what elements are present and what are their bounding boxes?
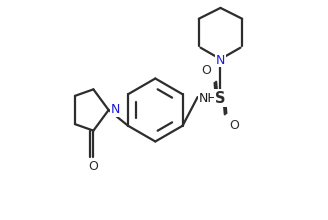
Text: O: O (201, 64, 211, 77)
Text: O: O (89, 160, 98, 173)
Text: NH: NH (199, 92, 217, 104)
Text: O: O (230, 119, 239, 132)
Text: S: S (215, 91, 226, 106)
Text: N: N (216, 53, 225, 66)
Text: N: N (111, 103, 120, 116)
